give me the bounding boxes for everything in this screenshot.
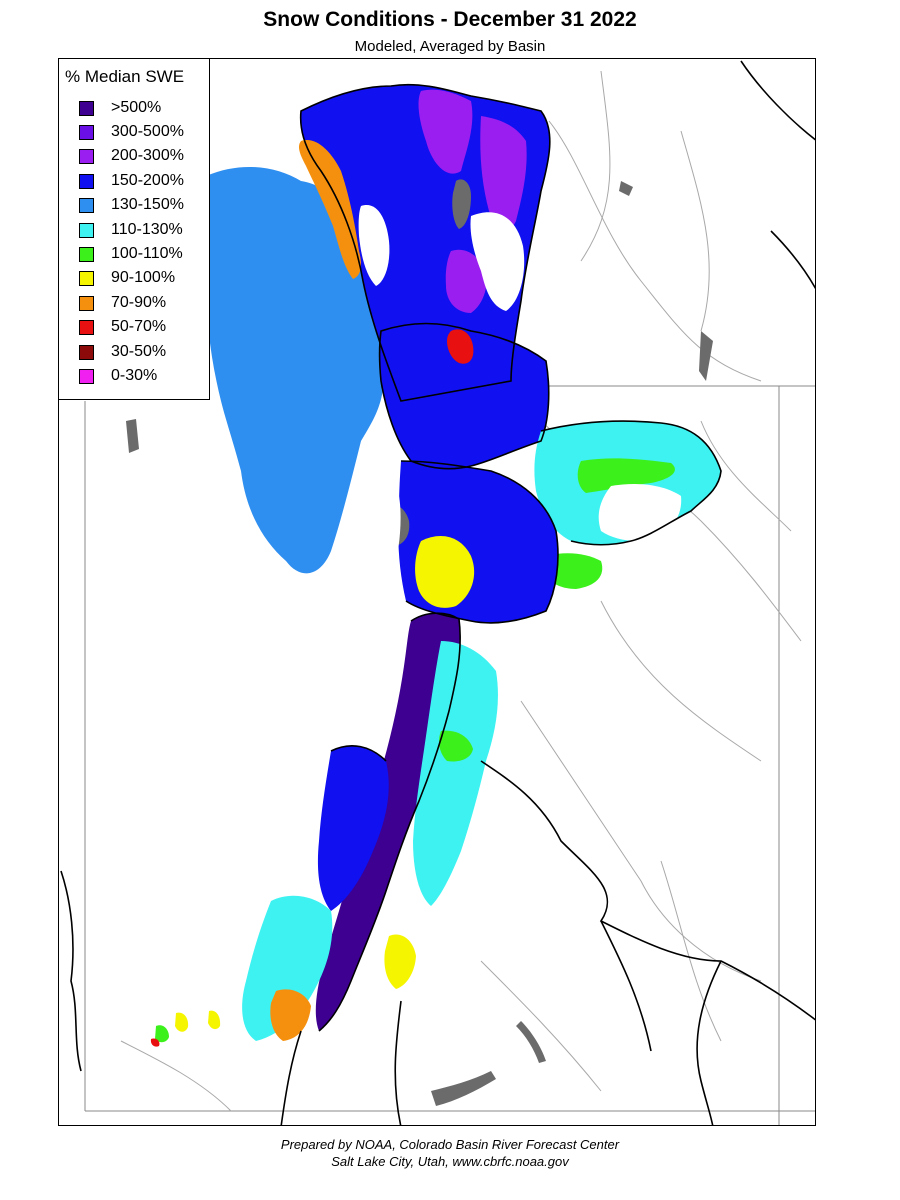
legend-label: 50-70%	[111, 318, 167, 335]
river-1	[548, 120, 762, 382]
basin-southwest-cyan	[242, 895, 333, 1041]
river-10	[700, 420, 792, 532]
legend-title: % Median SWE	[65, 67, 185, 86]
reservoirs	[126, 181, 713, 1106]
map-subtitle: Modeled, Averaged by Basin	[354, 38, 546, 55]
boundary-san-juan	[696, 960, 722, 1125]
legend-label: 30-50%	[111, 343, 167, 360]
map-frame	[58, 58, 816, 1126]
bear-lake	[452, 179, 471, 229]
uinta-white	[598, 484, 682, 541]
central-yellow	[415, 536, 475, 608]
legend-swatch	[79, 271, 94, 286]
legend-label: 100-110%	[111, 245, 183, 262]
river-7	[480, 960, 602, 1092]
east-green	[439, 730, 473, 762]
legend-label: >500%	[111, 99, 162, 116]
boundary-weber	[378, 322, 550, 470]
northwest-orange	[298, 140, 361, 279]
legend-swatch	[79, 320, 94, 335]
legend-swatch	[79, 149, 94, 164]
river-8	[660, 860, 722, 1042]
north-white-2	[358, 205, 390, 286]
reservoir-2	[619, 181, 633, 196]
legend-label: 200-300%	[111, 147, 184, 164]
south-yellow	[384, 934, 416, 989]
legend-swatch	[79, 125, 94, 140]
legend-swatch	[79, 247, 94, 262]
basin-sevier-west	[317, 745, 389, 911]
basin-boundaries	[60, 60, 815, 1125]
boundary-kanab	[394, 1000, 402, 1125]
boundary-uinta	[540, 420, 722, 546]
legend-swatch	[79, 369, 94, 384]
north-purple-2	[480, 116, 527, 232]
legend-label: 300-500%	[111, 123, 184, 140]
credit-line-1: Prepared by NOAA, Colorado Basin River F…	[280, 1137, 620, 1152]
southern-spine	[315, 613, 461, 1031]
central-west-white	[356, 469, 401, 605]
legend-swatch	[79, 174, 94, 189]
legend: % Median SWE >500% 300-500% 200-300% 150…	[58, 58, 210, 400]
boundary-virgin	[280, 1030, 302, 1125]
legend-label: 0-30%	[111, 367, 158, 384]
north-purple-1	[418, 89, 473, 174]
river-3	[680, 130, 710, 332]
reservoir-3	[431, 1071, 496, 1106]
boundary-bear	[299, 83, 551, 402]
legend-swatch	[79, 101, 94, 116]
north-purple-3	[445, 249, 487, 313]
southwest-orange	[270, 989, 311, 1041]
credit-line-2: Salt Lake City, Utah, www.cbrfc.noaa.gov	[331, 1154, 569, 1169]
uinta-green	[577, 458, 675, 493]
far-southwest-green	[155, 1025, 169, 1043]
reservoir-5	[126, 419, 139, 453]
legend-swatch	[79, 223, 94, 238]
boundary-sevier	[330, 745, 387, 762]
legend-label: 110-130%	[111, 221, 183, 238]
red-patch	[447, 329, 474, 364]
river-2	[580, 70, 611, 262]
boundary-south-east	[60, 870, 82, 1072]
boundary-escalante	[600, 920, 652, 1052]
river-6	[600, 600, 762, 762]
boundary-spine	[318, 612, 461, 1032]
legend-label: 70-90%	[111, 294, 167, 311]
basin-east-cyan	[413, 641, 498, 906]
reservoir-1	[699, 331, 713, 381]
far-southwest-yellow	[175, 1012, 189, 1032]
basin-bear-west	[205, 166, 384, 574]
legend-label: 90-100%	[111, 269, 176, 286]
boundary-north-east-2	[770, 230, 815, 290]
legend-label: 130-150%	[111, 196, 184, 213]
snow-map	[59, 60, 815, 1125]
boundary-lower-colorado	[480, 760, 815, 1021]
reservoir-4	[516, 1021, 546, 1063]
map-title: Snow Conditions - December 31 2022	[263, 8, 637, 31]
river-5	[520, 700, 762, 982]
basin-weber	[379, 323, 549, 469]
boundary-central	[400, 460, 559, 624]
boundary-north-east	[740, 60, 815, 141]
legend-swatch	[79, 345, 94, 360]
far-southwest-yellow-2	[208, 1010, 221, 1030]
legend-swatch	[79, 296, 94, 311]
river-9	[120, 1040, 232, 1112]
legend-label: 150-200%	[111, 172, 184, 189]
north-white	[470, 212, 525, 311]
legend-swatch	[79, 198, 94, 213]
far-southwest-red	[150, 1038, 160, 1047]
